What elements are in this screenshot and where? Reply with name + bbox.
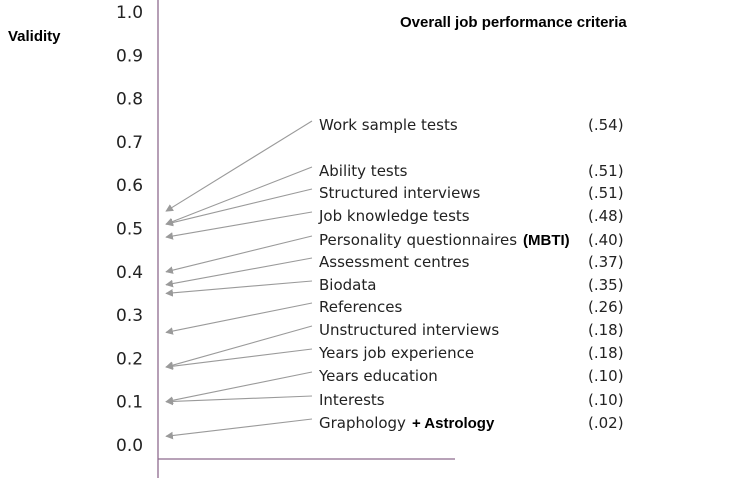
method-labels: Work sample tests Ability tests Structured… bbox=[318, 116, 570, 432]
method-label: Years education bbox=[318, 367, 438, 385]
pointer-arrows bbox=[165, 120, 313, 440]
validity-value: (.18) bbox=[588, 321, 624, 339]
method-annotation: + Astrology bbox=[412, 415, 495, 432]
chart-title: Overall job performance criteria bbox=[400, 14, 627, 31]
y-tick-label: 0.5 bbox=[116, 220, 143, 240]
method-label: Job knowledge tests bbox=[318, 207, 470, 225]
y-tick-label: 0.1 bbox=[116, 393, 143, 413]
method-label: Graphology bbox=[319, 414, 406, 432]
validity-value: (.35) bbox=[588, 276, 624, 294]
y-tick-label: 0.8 bbox=[116, 90, 143, 110]
y-axis-label: Validity bbox=[8, 28, 61, 45]
method-label: Assessment centres bbox=[319, 253, 470, 271]
pointer-arrow bbox=[165, 418, 313, 440]
method-label: Structured interviews bbox=[319, 184, 481, 202]
method-label: Personality questionnaires bbox=[319, 231, 517, 249]
axis-lines bbox=[157, 0, 455, 478]
validity-value: (.37) bbox=[588, 253, 624, 271]
pointer-arrow bbox=[165, 325, 313, 369]
pointer-arrow bbox=[165, 302, 313, 335]
pointer-arrow bbox=[165, 120, 313, 212]
validity-value: (.02) bbox=[588, 414, 624, 432]
validity-values: (.54) (.51) (.51) (.48) (.40) (.37) (.35) (.26)… bbox=[588, 116, 624, 432]
method-annotation: (MBTI) bbox=[523, 232, 570, 249]
validity-value: (.18) bbox=[588, 344, 624, 362]
method-label: Biodata bbox=[319, 276, 376, 294]
pointer-arrow bbox=[165, 280, 313, 297]
validity-value: (.10) bbox=[588, 367, 624, 385]
y-axis-ticks: 0.0 0.1 0.2 0.3 0.4 0.5 0.6 0.7 0.8 0.9 1.0 bbox=[116, 3, 143, 456]
method-label: References bbox=[319, 298, 403, 316]
validity-value: (.51) bbox=[588, 162, 624, 180]
pointer-arrow bbox=[165, 348, 313, 371]
y-tick-label: 0.9 bbox=[116, 46, 143, 66]
validity-value: (.54) bbox=[588, 116, 624, 134]
validity-value: (.10) bbox=[588, 391, 624, 409]
method-label: Work sample tests bbox=[319, 116, 458, 134]
y-tick-label: 1.0 bbox=[116, 3, 143, 23]
pointer-arrow bbox=[165, 371, 313, 405]
pointer-arrow bbox=[165, 235, 313, 274]
validity-value: (.26) bbox=[588, 298, 624, 316]
y-tick-label: 0.3 bbox=[116, 306, 143, 326]
pointer-arrow bbox=[165, 257, 313, 288]
y-tick-label: 0.4 bbox=[116, 263, 143, 283]
method-label: Unstructured interviews bbox=[319, 321, 499, 339]
validity-value: (.51) bbox=[588, 184, 624, 202]
method-label: Years job experience bbox=[318, 344, 474, 362]
y-tick-label: 0.2 bbox=[116, 349, 143, 369]
pointer-arrow bbox=[165, 395, 313, 406]
y-tick-label: 0.0 bbox=[116, 436, 143, 456]
validity-value: (.40) bbox=[588, 231, 624, 249]
pointer-arrow bbox=[165, 211, 313, 240]
pointer-arrow bbox=[165, 166, 313, 226]
method-label: Interests bbox=[319, 391, 385, 409]
y-tick-label: 0.7 bbox=[116, 133, 143, 153]
method-label: Ability tests bbox=[319, 162, 408, 180]
validity-value: (.48) bbox=[588, 207, 624, 225]
y-tick-label: 0.6 bbox=[116, 176, 143, 196]
pointer-arrow bbox=[165, 188, 313, 227]
